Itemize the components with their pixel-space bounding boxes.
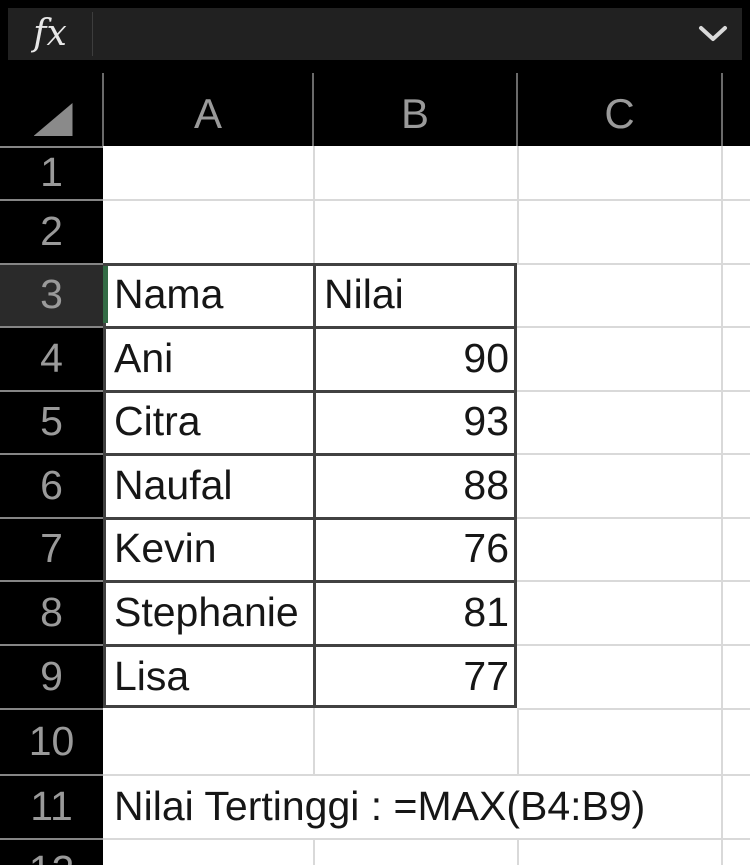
column-header-divider bbox=[721, 73, 723, 146]
formula-bar-expand-button[interactable] bbox=[684, 8, 742, 60]
cell-b5[interactable]: 93 bbox=[463, 398, 509, 444]
column-header-row: A B C bbox=[0, 68, 750, 146]
row-header-divider bbox=[0, 263, 103, 265]
gridline bbox=[517, 146, 519, 263]
gridline bbox=[721, 146, 723, 865]
formula-bar: fx bbox=[8, 8, 742, 60]
row-header-highlight bbox=[0, 263, 103, 326]
gridline bbox=[313, 838, 315, 865]
gridline bbox=[517, 263, 750, 265]
cell-a7[interactable]: Kevin bbox=[114, 525, 217, 571]
row-header-column: 1 2 3 4 5 6 7 8 9 10 11 12 bbox=[0, 146, 103, 865]
row-header-divider bbox=[0, 838, 103, 840]
table-border bbox=[103, 517, 517, 520]
cell-b3[interactable]: Nilai bbox=[324, 271, 404, 317]
fx-icon: fx bbox=[33, 13, 67, 54]
row-header-divider bbox=[0, 326, 103, 328]
cell-b7[interactable]: 76 bbox=[463, 525, 509, 571]
gridline bbox=[517, 708, 519, 774]
table-border bbox=[103, 326, 517, 329]
row-header-divider bbox=[0, 199, 103, 201]
row-header-divider bbox=[0, 774, 103, 776]
select-all-icon bbox=[33, 103, 73, 136]
chevron-down-icon bbox=[699, 26, 727, 41]
row-header-7[interactable]: 7 bbox=[40, 525, 63, 571]
formula-bar-area: fx bbox=[0, 0, 750, 68]
select-all-button[interactable] bbox=[25, 88, 81, 136]
gridline bbox=[313, 708, 315, 774]
cell-a9[interactable]: Lisa bbox=[114, 652, 190, 699]
cell-a3[interactable]: Nama bbox=[114, 271, 224, 317]
row-header-11[interactable]: 11 bbox=[30, 782, 73, 829]
row-header-divider bbox=[0, 146, 103, 148]
row-header-divider bbox=[0, 390, 103, 392]
row-header-9[interactable]: 9 bbox=[40, 652, 63, 699]
gridline bbox=[103, 838, 750, 840]
row-header-5[interactable]: 5 bbox=[40, 398, 63, 444]
row-header-divider bbox=[0, 708, 103, 710]
column-header-divider bbox=[516, 73, 518, 146]
cell-b4[interactable]: 90 bbox=[463, 334, 509, 381]
column-header-a[interactable]: A bbox=[193, 90, 222, 137]
row-header-divider bbox=[0, 453, 103, 455]
cell-a4[interactable]: Ani bbox=[114, 334, 174, 381]
row-header-6[interactable]: 6 bbox=[40, 461, 63, 508]
row-header-divider bbox=[0, 644, 103, 646]
gridline bbox=[517, 390, 750, 392]
cell-b9[interactable]: 77 bbox=[463, 652, 509, 699]
table-border bbox=[103, 390, 517, 393]
row-header-divider bbox=[0, 517, 103, 519]
row-header-2[interactable]: 2 bbox=[40, 207, 63, 254]
gridline bbox=[517, 644, 750, 646]
row-header-12[interactable]: 12 bbox=[0, 838, 103, 865]
cell-b8[interactable]: 81 bbox=[463, 588, 509, 635]
gridline bbox=[103, 774, 750, 776]
cell-a5[interactable]: Citra bbox=[114, 398, 201, 444]
gridline bbox=[517, 453, 750, 455]
row-header-divider bbox=[0, 580, 103, 582]
gridline bbox=[517, 517, 750, 519]
gridline bbox=[517, 838, 519, 865]
row-header-3[interactable]: 3 bbox=[40, 271, 63, 317]
column-header-divider bbox=[312, 73, 314, 146]
row-header-8[interactable]: 8 bbox=[40, 588, 63, 635]
table-border bbox=[313, 263, 316, 708]
row-header-4[interactable]: 4 bbox=[40, 334, 63, 381]
column-header-divider bbox=[102, 73, 104, 146]
row-header-10[interactable]: 10 bbox=[28, 717, 75, 764]
gridline bbox=[517, 708, 750, 710]
gridline bbox=[517, 326, 750, 328]
cell-b6[interactable]: 88 bbox=[463, 461, 509, 508]
active-cell-indicator bbox=[103, 266, 108, 323]
table-border bbox=[103, 580, 517, 583]
table-border bbox=[103, 453, 517, 456]
gridline bbox=[313, 146, 315, 263]
cell-a8[interactable]: Stephanie bbox=[114, 588, 299, 635]
table-border bbox=[103, 263, 517, 708]
formula-input[interactable] bbox=[93, 8, 684, 60]
row-header-1[interactable]: 1 bbox=[40, 149, 63, 195]
column-header-b[interactable]: B bbox=[400, 90, 429, 137]
formula-bar-divider bbox=[92, 12, 93, 56]
cell-a11-summary[interactable]: Nilai Tertinggi : =MAX(B4:B9) bbox=[114, 782, 646, 829]
gridline bbox=[103, 199, 750, 201]
gridline bbox=[517, 580, 750, 582]
column-header-c[interactable]: C bbox=[604, 90, 635, 137]
table-border bbox=[103, 644, 517, 647]
cell-a6[interactable]: Naufal bbox=[114, 461, 233, 508]
